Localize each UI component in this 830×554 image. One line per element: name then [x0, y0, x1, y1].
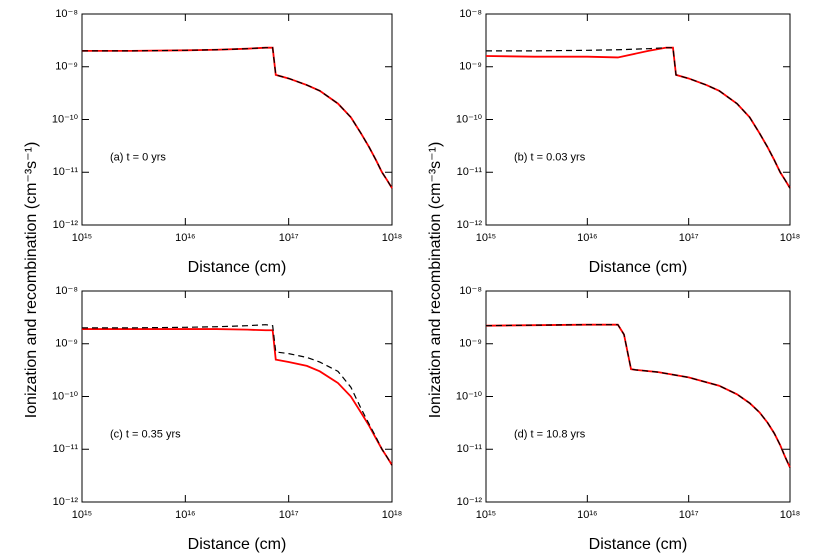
y-tick-label: 10⁻¹¹: [457, 443, 483, 455]
x-axis-label: Distance (cm): [188, 259, 287, 276]
plot-frame: [81, 290, 393, 503]
x-tick-label: 10¹⁵: [72, 232, 92, 244]
x-tick-label: 10¹⁷: [279, 232, 299, 244]
x-tick-label: 10¹⁵: [72, 509, 92, 521]
y-tick-label: 10⁻⁹: [55, 61, 78, 73]
x-tick-label: 10¹⁵: [476, 509, 496, 521]
x-tick-label: 10¹⁸: [780, 509, 801, 521]
data-line: [82, 328, 393, 466]
x-tick-label: 10¹⁶: [175, 232, 195, 244]
plot-frame: [485, 13, 791, 226]
plot-frame: [81, 13, 393, 226]
y-tick-label: 10⁻¹²: [457, 496, 483, 508]
y-tick-label: 10⁻¹²: [53, 496, 79, 508]
data-line: [485, 46, 791, 189]
x-tick-label: 10¹⁷: [279, 509, 299, 521]
x-tick-label: 10¹⁸: [382, 232, 403, 244]
x-axis-label: Distance (cm): [589, 536, 688, 553]
y-tick-label: 10⁻¹⁰: [456, 113, 483, 125]
x-axis-label: Distance (cm): [188, 536, 287, 553]
data-line: [485, 324, 791, 468]
x-tick-label: 10¹⁷: [679, 509, 699, 521]
data-line: [486, 47, 791, 189]
y-tick-label: 10⁻¹¹: [457, 166, 483, 178]
x-tick-label: 10¹⁶: [577, 232, 597, 244]
x-tick-label: 10¹⁵: [476, 232, 496, 244]
y-tick-label: 10⁻⁸: [459, 285, 482, 297]
y-tick-label: 10⁻⁹: [459, 338, 482, 350]
data-line: [485, 323, 791, 468]
y-tick-label: 10⁻¹¹: [53, 166, 79, 178]
x-tick-label: 10¹⁶: [175, 509, 195, 521]
y-tick-label: 10⁻¹⁰: [52, 113, 79, 125]
x-axis-label: Distance (cm): [589, 259, 688, 276]
y-tick-label: 10⁻⁹: [55, 338, 78, 350]
y-axis-label: Ionization and recombination (cm⁻³s⁻¹): [427, 142, 444, 419]
x-tick-label: 10¹⁶: [577, 509, 597, 521]
data-line: [82, 47, 393, 189]
annotation: (c) t = 0.35 yrs: [110, 428, 181, 440]
x-tick-label: 10¹⁸: [382, 509, 403, 521]
y-tick-label: 10⁻¹¹: [53, 443, 79, 455]
annotation: (b) t = 0.03 yrs: [514, 151, 586, 163]
y-tick-label: 10⁻¹²: [53, 219, 79, 231]
data-line: [82, 324, 393, 466]
data-line: [82, 46, 393, 189]
x-tick-label: 10¹⁸: [780, 232, 801, 244]
annotation: (a) t = 0 yrs: [110, 151, 166, 163]
y-axis-label: Ionization and recombination (cm⁻³s⁻¹): [23, 142, 40, 419]
annotation: (d) t = 10.8 yrs: [514, 428, 586, 440]
y-tick-label: 10⁻¹⁰: [52, 390, 79, 402]
x-tick-label: 10¹⁷: [679, 232, 699, 244]
y-tick-label: 10⁻¹⁰: [456, 390, 483, 402]
y-tick-label: 10⁻⁸: [459, 8, 482, 20]
y-tick-label: 10⁻¹²: [457, 219, 483, 231]
y-tick-label: 10⁻⁸: [55, 285, 78, 297]
y-tick-label: 10⁻⁸: [55, 8, 78, 20]
plot-frame: [485, 290, 791, 503]
y-tick-label: 10⁻⁹: [459, 61, 482, 73]
